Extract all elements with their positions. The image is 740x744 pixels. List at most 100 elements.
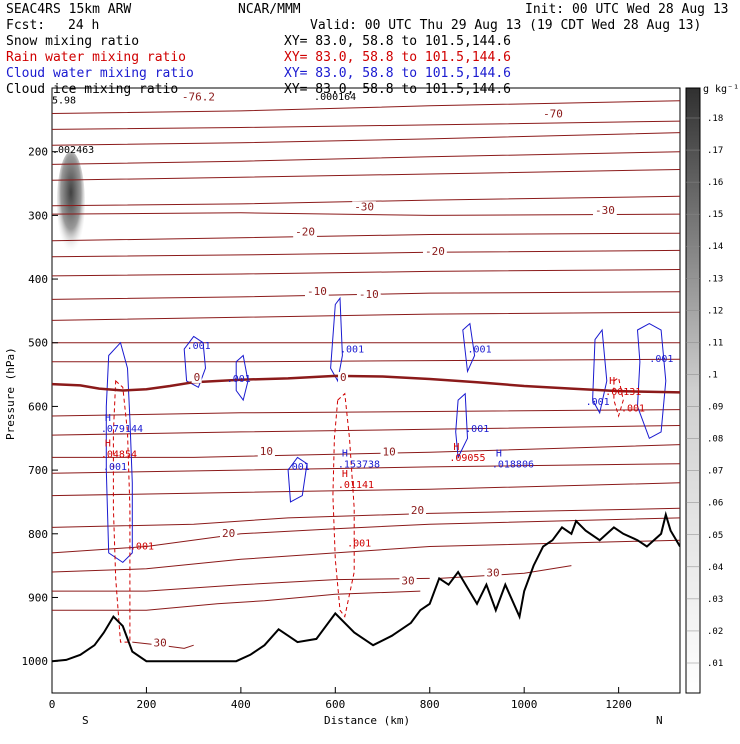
- cloud-water-contour: [636, 323, 667, 440]
- maximum-value: .153738: [338, 460, 380, 471]
- isotherm-line: [52, 463, 680, 474]
- maximum-value: .000164: [314, 92, 356, 103]
- colorbar-tick-label: .07: [707, 467, 723, 477]
- maximum-value: .002463: [52, 145, 94, 156]
- valid-time: Valid: 00 UTC Thu 29 Aug 13 (19 CDT Wed …: [310, 18, 701, 33]
- cloud-water-contour: [462, 322, 476, 374]
- x-axis: 0 200 400 600 800 1000 1200: [49, 687, 632, 711]
- isotherm-label: -10: [359, 288, 379, 301]
- colorbar: [685, 87, 701, 694]
- cloud-water-label: .001: [103, 462, 127, 473]
- isotherm-label-bg: [484, 567, 502, 579]
- y-tick-label: 200: [28, 146, 48, 159]
- y-tick-label: 800: [28, 528, 48, 541]
- isotherm-line: [52, 232, 680, 242]
- isotherm-line: [52, 151, 680, 165]
- cloud-water-label: .001: [227, 374, 251, 385]
- terrain-line: [52, 510, 680, 663]
- y-axis-label: Pressure (hPa): [4, 347, 17, 440]
- plot-frame: [51, 87, 681, 694]
- forecast-hour: 24 h: [68, 18, 99, 33]
- model-title: SEAC4RS 15km ARW: [6, 2, 131, 17]
- cloud-water-label: .001: [187, 341, 211, 352]
- isotherm-label: 20: [222, 527, 235, 540]
- isotherm-label: -76.2: [182, 91, 215, 104]
- colorbar-ticks: .01 .02 .03 .04 .05 .06 .07 .08 .09 .1 .11 .12 .13 .1…: [686, 114, 723, 669]
- isotherm-label-bg: [408, 505, 427, 517]
- rain-water-contour: [613, 376, 624, 418]
- maximum-value: .01141: [338, 480, 374, 491]
- isotherm-label-bg: [593, 205, 617, 217]
- contour-labels: -76.2 -70 -30 -30 -20 -20 -10 -10 10 10 20 20 30 30 30…: [103, 91, 673, 650]
- colorbar-tick-label: .14: [707, 242, 723, 252]
- isotherm-line: [52, 444, 680, 458]
- isotherm-label: -20: [295, 226, 315, 239]
- isotherm-label: -10: [307, 285, 327, 298]
- y-tick-label: 900: [28, 591, 48, 604]
- cloud-water-contour: [455, 392, 469, 460]
- cloud-water-label: .001: [286, 462, 310, 473]
- maximum-value: .00131: [605, 387, 641, 398]
- isotherm-line: [52, 291, 680, 300]
- colorbar-tick-label: .16: [707, 178, 723, 188]
- snow-mixing-ratio-shading: [56, 151, 85, 254]
- colorbar-tick-label: .03: [707, 595, 723, 605]
- rain-water-contour: [332, 392, 355, 618]
- freezing-label-bg: [191, 371, 202, 383]
- colorbar-tick-label: .12: [707, 306, 723, 316]
- cloud-water-contour: [105, 341, 133, 564]
- isotherm-label: -30: [354, 200, 374, 213]
- y-axis: 200 300 400 500 600 700 800 900 1000: [22, 146, 58, 668]
- forecast-label: Fcst:: [6, 18, 45, 33]
- cloud-water-label: .001: [468, 344, 492, 355]
- isotherm-line: [52, 517, 680, 554]
- x-tick-label: 1000: [511, 698, 538, 711]
- freezing-label-bg: [338, 371, 349, 383]
- maximum-value: .079144: [101, 424, 143, 435]
- cloud-water-label: .001: [465, 424, 489, 435]
- isotherm-line: [52, 269, 680, 277]
- isotherm-label: 20: [411, 504, 424, 517]
- isotherm-label: -70: [543, 107, 563, 120]
- isotherm-line: [52, 539, 680, 573]
- x-tick-label: 1200: [605, 698, 632, 711]
- cloud-water-contour: [235, 354, 249, 402]
- colorbar-tick-label: .05: [707, 531, 723, 541]
- maximum-value: .018806: [492, 460, 534, 471]
- colorbar-tick-label: .11: [707, 338, 723, 348]
- isotherm-label: 10: [260, 445, 273, 458]
- x-tick-label: 400: [231, 698, 251, 711]
- isotherm-line: [52, 311, 680, 321]
- isotherm-label-bg: [399, 575, 417, 587]
- isotherm-label-bg: [151, 637, 169, 649]
- isotherm-line: [439, 565, 572, 579]
- maximum-value: .04854: [101, 449, 137, 460]
- colorbar-tick-label: .1: [707, 370, 718, 380]
- colorbar-tick-label: .08: [707, 435, 723, 445]
- isotherm-line: [52, 409, 680, 417]
- colorbar-tick-label: .01: [707, 659, 723, 669]
- rain-water-label: .001: [621, 404, 645, 415]
- isotherm-label: -30: [595, 204, 615, 217]
- colorbar-tick-label: .18: [707, 114, 723, 124]
- isotherm-line: [52, 425, 680, 436]
- isotherm-line: [52, 577, 430, 592]
- maximum-marker: H: [609, 376, 615, 387]
- colorbar-tick-label: .17: [707, 146, 723, 156]
- maximum-value: 5.98: [52, 95, 76, 106]
- isotherm-label-bg: [257, 445, 275, 457]
- field-xy: XY= 83.0, 58.8 to 101.5,144.6: [284, 66, 511, 81]
- y-tick-label: 600: [28, 400, 48, 413]
- field-legend: Snow mixing ratio XY= 83.0, 58.8 to 101.5…: [6, 34, 511, 97]
- isotherm-label: 10: [383, 445, 396, 458]
- cloud-water-contour: [287, 456, 308, 503]
- field-xy: XY= 83.0, 58.8 to 101.5,144.6: [284, 50, 511, 65]
- isotherm-label-bg: [541, 108, 565, 120]
- isotherm-label: -20: [425, 245, 445, 258]
- isotherm-label: 30: [486, 566, 499, 579]
- colorbar-tick-label: .06: [707, 499, 723, 509]
- isotherm-label-bg: [219, 527, 238, 539]
